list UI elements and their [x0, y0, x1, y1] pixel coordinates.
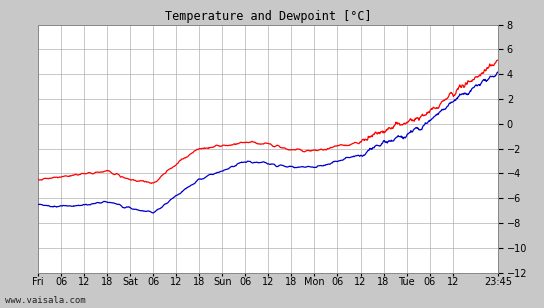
Title: Temperature and Dewpoint [°C]: Temperature and Dewpoint [°C]	[165, 10, 371, 23]
Text: www.vaisala.com: www.vaisala.com	[5, 296, 86, 305]
